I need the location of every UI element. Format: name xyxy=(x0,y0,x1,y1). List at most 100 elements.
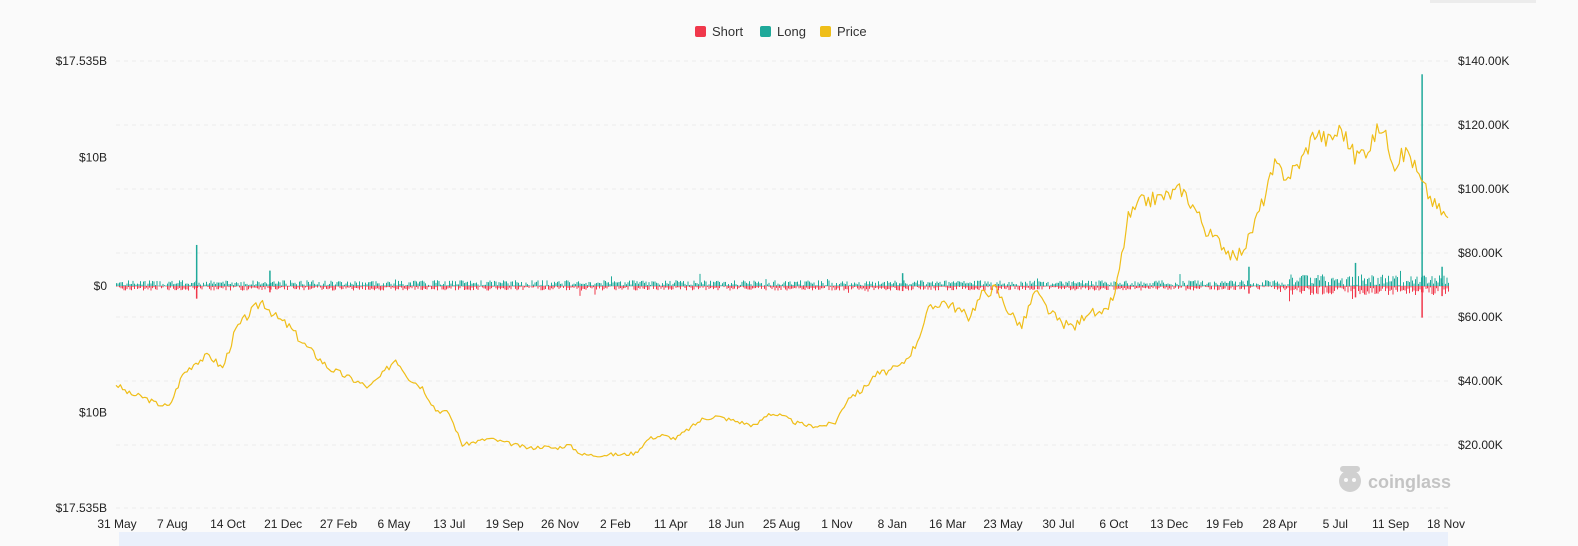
short-bar xyxy=(348,286,350,288)
long-bar xyxy=(207,284,209,286)
long-bar xyxy=(1301,276,1302,286)
short-bar xyxy=(752,286,753,289)
long-bar xyxy=(344,284,345,286)
long-bar xyxy=(720,284,722,286)
long-bar xyxy=(1334,280,1335,286)
long-bar xyxy=(929,282,930,286)
short-bar xyxy=(254,286,255,288)
long-bar xyxy=(1269,281,1271,286)
long-bar xyxy=(179,280,180,286)
short-bar xyxy=(416,286,417,288)
short-bar xyxy=(177,286,179,290)
long-bar xyxy=(1262,282,1263,286)
short-bar xyxy=(255,286,257,288)
range-slider-strip[interactable] xyxy=(119,532,1448,546)
short-bar xyxy=(978,286,980,291)
short-bar xyxy=(1134,286,1136,290)
long-bar-spike xyxy=(1441,266,1443,286)
short-bar xyxy=(471,286,473,288)
short-bar xyxy=(744,286,746,289)
short-bar xyxy=(378,286,380,290)
long-bar xyxy=(441,285,443,286)
short-bar xyxy=(414,286,416,290)
short-bar xyxy=(281,286,282,288)
long-bar xyxy=(960,282,962,286)
short-bar xyxy=(527,286,528,287)
short-bar xyxy=(777,286,779,291)
short-bar xyxy=(882,286,884,288)
long-bar xyxy=(245,284,246,286)
short-bar xyxy=(726,286,728,289)
short-bar xyxy=(942,286,944,287)
long-bar xyxy=(1226,282,1227,286)
short-bar xyxy=(1185,286,1187,291)
long-bar xyxy=(473,283,474,286)
legend-long[interactable]: Long xyxy=(760,24,806,39)
short-bar xyxy=(257,286,258,289)
long-bar xyxy=(138,284,140,286)
long-bar xyxy=(687,281,689,286)
short-bar xyxy=(381,286,383,290)
short-bar xyxy=(156,286,158,290)
long-bar xyxy=(792,284,794,286)
long-bar xyxy=(1356,284,1358,286)
short-bar xyxy=(1326,286,1328,293)
long-bar xyxy=(548,284,549,286)
short-bar xyxy=(1023,286,1025,288)
short-bar xyxy=(746,286,747,289)
short-bar xyxy=(920,286,921,290)
long-bar xyxy=(561,283,563,286)
long-bar xyxy=(870,283,872,286)
long-bar xyxy=(788,282,789,286)
short-bar xyxy=(1166,286,1167,288)
long-bar xyxy=(249,284,251,286)
short-bar xyxy=(434,286,435,290)
long-bar xyxy=(518,282,519,286)
x-tick-label: 8 Jan xyxy=(878,517,907,531)
short-bar xyxy=(692,286,693,291)
short-bar xyxy=(1097,286,1098,288)
legend-short[interactable]: Short xyxy=(695,24,743,39)
long-bar xyxy=(1272,281,1274,286)
x-tick-label: 14 Oct xyxy=(210,517,246,531)
right-tick-label: $140.00K xyxy=(1458,54,1509,68)
long-bar xyxy=(1418,283,1419,286)
long-bar xyxy=(405,285,407,286)
long-bar xyxy=(996,282,998,286)
short-bar xyxy=(396,286,398,290)
short-bar xyxy=(147,286,149,290)
short-bar xyxy=(1187,286,1188,289)
short-bar xyxy=(1125,286,1127,291)
short-bar xyxy=(627,286,629,290)
short-bar xyxy=(1374,286,1376,295)
long-bar xyxy=(1121,284,1122,286)
short-bar xyxy=(761,286,762,289)
long-bar xyxy=(1076,283,1077,286)
short-bar xyxy=(1188,286,1190,290)
long-bar xyxy=(701,282,702,286)
short-bar xyxy=(1389,286,1391,291)
short-bar xyxy=(633,286,635,290)
short-bar xyxy=(1197,286,1199,289)
short-bar xyxy=(1080,286,1082,290)
long-bar xyxy=(330,280,332,286)
long-bar xyxy=(849,284,851,286)
long-bar xyxy=(213,281,215,286)
long-bar xyxy=(273,281,275,286)
short-bar xyxy=(750,286,752,290)
short-bar xyxy=(710,286,711,289)
short-bar xyxy=(762,286,764,287)
long-bar xyxy=(585,282,587,286)
long-bar xyxy=(1254,285,1256,286)
short-bar xyxy=(294,286,296,290)
short-bar xyxy=(311,286,312,289)
legend-price[interactable]: Price xyxy=(820,24,867,39)
short-bar xyxy=(1055,286,1056,288)
long-bar xyxy=(632,280,633,286)
long-bar xyxy=(173,284,174,286)
short-bar xyxy=(663,286,665,290)
long-bar xyxy=(1307,275,1308,286)
long-bar xyxy=(1113,281,1115,286)
long-bar xyxy=(572,284,573,286)
short-bar xyxy=(1305,286,1307,288)
